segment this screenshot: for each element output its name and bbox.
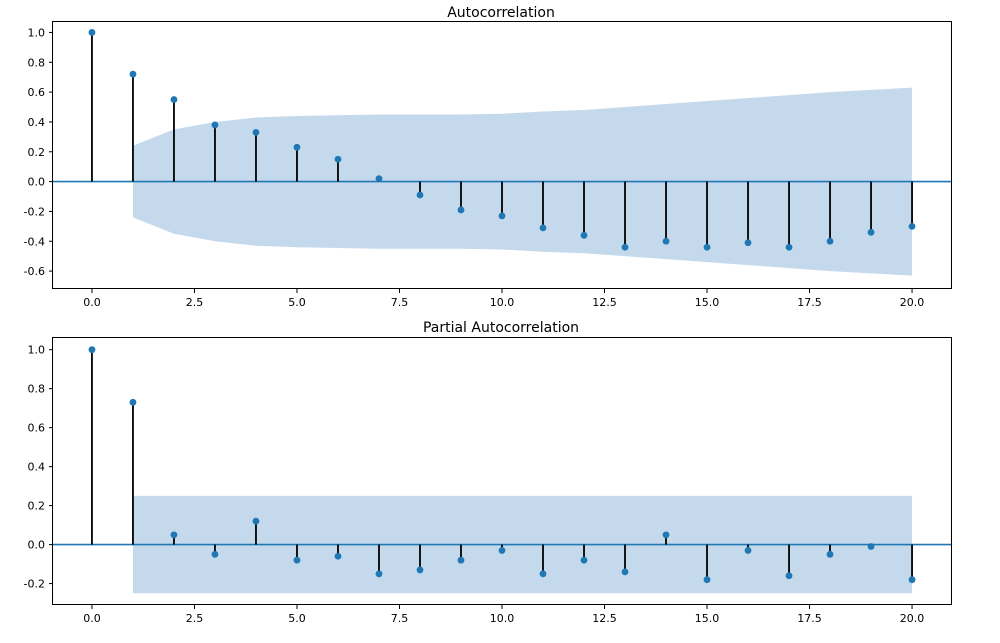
acf-marker-lag-14 [662,237,670,245]
acf-marker-lag-19 [867,228,875,236]
acf-marker-lag-4 [252,128,260,136]
pacf-marker-lag-6 [334,552,342,560]
acf-marker-lag-9 [457,206,465,214]
pacf-panel: Partial Autocorrelation 0.0 2.5 5.0 7.5 10.0… [24,320,952,625]
acf-ytick-label: 0.6 [28,86,46,99]
acf-marker-lag-7 [375,175,383,183]
acf-xtick-label: 0.0 [83,296,101,309]
acf-marker-lag-5 [293,143,301,151]
pacf-xtick-label: 20.0 [900,612,925,625]
pacf-ytick-label: -0.2 [24,578,45,591]
pacf-marker-lag-18 [826,550,834,558]
acf-marker-lag-0 [88,29,96,36]
acf-marker-lag-12 [580,231,588,239]
pacf-marker-lag-3 [211,550,219,558]
acf-marker-lag-3 [211,121,219,129]
pacf-ytick-label: 0.6 [28,422,46,435]
acf-xtick-label: 7.5 [391,296,409,309]
pacf-xtick-label: 5.0 [288,612,306,625]
acf-xtick-label: 20.0 [900,296,925,309]
acf-ytick-label: -0.2 [24,205,45,218]
pacf-xtick-label: 0.0 [83,612,101,625]
pacf-marker-lag-4 [252,517,260,525]
acf-marker-lag-8 [416,191,424,199]
acf-ytick-label: 0.0 [28,176,46,189]
acf-ytick-label: 1.0 [28,26,46,39]
acf-marker-lag-2 [170,96,178,103]
acf-xtick-label: 15.0 [695,296,720,309]
acf-panel: Autocorrelation 0.0 2.5 5.0 7.5 10.0 12.5 15.0… [24,5,952,309]
acf-marker-lag-16 [744,239,752,247]
acf-xtick-label: 12.5 [592,296,617,309]
pacf-plot-area: 0.0 2.5 5.0 7.5 10.0 12.5 15.0 17.5 20.0 -0.2 0.0 0… [24,344,951,625]
acf-axes-frame [52,21,952,289]
pacf-marker-lag-10 [498,547,506,554]
pacf-xtick-label: 2.5 [186,612,204,625]
acf-marker-lag-17 [785,243,793,251]
acf-marker-lag-11 [539,224,547,232]
pacf-axes-frame [52,337,952,605]
pacf-marker-lag-11 [539,570,547,578]
pacf-ytick-label: 0.4 [28,461,46,474]
pacf-marker-lag-14 [662,531,670,539]
acf-marker-lag-10 [498,212,506,220]
acf-marker-lag-13 [621,243,629,251]
acf-marker-lag-15 [703,243,711,251]
acf-title: Autocorrelation [447,5,555,21]
pacf-ytick-label: 0.0 [28,539,46,552]
pacf-marker-lag-19 [867,543,875,550]
pacf-xtick-label: 7.5 [391,612,409,625]
pacf-marker-lag-7 [375,570,383,578]
pacf-marker-lag-16 [744,547,752,554]
acf-ytick-label: 0.8 [28,56,46,69]
pacf-marker-lag-1 [129,398,137,406]
pacf-ytick-label: 0.8 [28,383,46,396]
pacf-xtick-label: 15.0 [695,612,720,625]
pacf-marker-lag-2 [170,531,178,539]
pacf-marker-lag-17 [785,572,793,580]
pacf-marker-lag-13 [621,568,629,576]
pacf-xtick-label: 17.5 [797,612,822,625]
pacf-marker-lag-5 [293,556,301,564]
acf-xtick-label: 5.0 [288,296,306,309]
acf-ytick-label: -0.6 [24,265,45,278]
acf-ytick-label: -0.4 [24,235,45,248]
pacf-marker-lag-8 [416,566,424,574]
pacf-ytick-label: 0.2 [28,500,46,513]
pacf-title: Partial Autocorrelation [423,320,579,336]
pacf-marker-lag-20 [908,576,916,584]
pacf-marker-lag-12 [580,556,588,564]
acf-marker-lag-1 [129,70,137,78]
pacf-marker-lag-0 [88,346,96,354]
acf-ytick-label: 0.4 [28,116,46,129]
acf-marker-lag-18 [826,237,834,245]
pacf-xtick-label: 12.5 [592,612,617,625]
acf-xtick-label: 17.5 [797,296,822,309]
acf-marker-lag-20 [908,222,916,230]
acf-plot-area: 0.0 2.5 5.0 7.5 10.0 12.5 15.0 17.5 20.0 -0.6 -0.4… [24,26,951,309]
pacf-xtick-label: 10.0 [490,612,515,625]
pacf-marker-lag-15 [703,576,711,584]
pacf-ytick-label: 1.0 [28,344,46,357]
acf-marker-lag-6 [334,155,342,163]
acf-xtick-label: 10.0 [490,296,515,309]
acf-xtick-label: 2.5 [186,296,204,309]
acf-ytick-label: 0.2 [28,146,46,159]
pacf-marker-lag-9 [457,556,465,564]
